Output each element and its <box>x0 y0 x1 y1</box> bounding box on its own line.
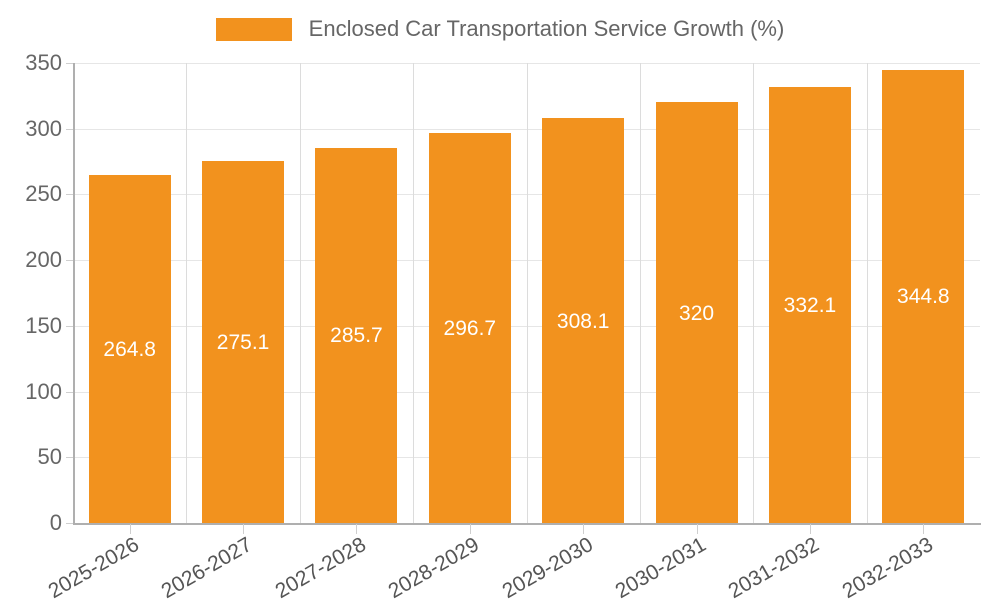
bar[interactable]: 264.8 <box>88 174 171 523</box>
y-axis-line <box>73 63 75 524</box>
y-axis-tick-label: 200 <box>25 247 62 273</box>
legend-item-series-0[interactable]: Enclosed Car Transportation Service Grow… <box>215 16 785 41</box>
y-axis-tick-mark <box>66 260 75 262</box>
bar[interactable]: 296.7 <box>428 133 511 523</box>
y-axis: 0 50 100 150 200 250 300 350 <box>0 0 75 600</box>
gridline-horizontal <box>73 63 980 64</box>
y-axis-tick-label: 300 <box>25 115 62 141</box>
bar-value-label: 308.1 <box>556 309 610 333</box>
gridline-vertical <box>413 63 414 523</box>
plot-area <box>73 63 980 524</box>
bar-value-label: 344.8 <box>897 285 950 309</box>
x-axis-tick-mark <box>697 524 698 534</box>
y-axis-tick-mark <box>66 194 75 196</box>
bar[interactable]: 320 <box>655 102 738 523</box>
gridline-horizontal <box>73 391 980 393</box>
x-axis-tick-label: 2030-2031 <box>611 532 710 603</box>
gridline-vertical <box>300 63 301 523</box>
y-axis-tick-mark <box>66 391 75 393</box>
y-axis-tick-label: 350 <box>25 50 62 75</box>
y-axis-tick-label: 250 <box>25 181 62 207</box>
gridline-vertical <box>186 63 187 523</box>
gridline-vertical <box>640 63 641 523</box>
bar[interactable]: 285.7 <box>315 147 398 523</box>
x-axis-tick-mark <box>130 524 131 534</box>
gridline-horizontal <box>73 260 980 262</box>
gridline-vertical <box>527 63 528 523</box>
x-axis-tick-mark <box>243 524 244 534</box>
x-axis-tick-mark <box>356 524 357 534</box>
gridline-horizontal <box>73 194 980 196</box>
gridline-horizontal <box>73 325 980 327</box>
gridline-horizontal <box>73 128 980 130</box>
bar-value-label: 264.8 <box>103 337 156 361</box>
y-axis-tick-label: 0 <box>49 510 62 535</box>
bar-value-label: 296.7 <box>443 317 497 341</box>
bar-value-label: 275.1 <box>216 331 270 355</box>
x-axis-tick-label: 2027-2028 <box>271 532 370 603</box>
chart-legend: Enclosed Car Transportation Service Grow… <box>0 12 1000 46</box>
y-axis-tick-label: 50 <box>37 444 62 470</box>
y-axis-tick-label: 100 <box>25 378 62 404</box>
x-axis-tick-label: 2032-2033 <box>838 532 937 603</box>
y-axis-tick-mark <box>66 63 75 64</box>
bar[interactable]: 332.1 <box>768 86 851 523</box>
bar-value-label: 332.1 <box>783 293 837 317</box>
y-axis-tick-mark <box>66 325 75 327</box>
x-axis-tick-mark <box>583 524 584 534</box>
y-axis-tick-label: 150 <box>25 312 62 338</box>
gridline-vertical <box>867 63 868 523</box>
x-axis-tick-mark <box>470 524 471 534</box>
bar[interactable]: 344.8 <box>882 69 965 523</box>
legend-label: Enclosed Car Transportation Service Grow… <box>308 16 785 41</box>
x-axis-tick-label: 2029-2030 <box>498 532 597 603</box>
y-axis-tick-mark <box>66 523 75 524</box>
bar-series: 264.8 275.1 285.7 296.7 308.1 320 332.1 344.8 <box>73 63 980 523</box>
x-axis-tick-label: 2031-2032 <box>724 532 824 603</box>
gridline-horizontal <box>73 457 980 459</box>
gridline-vertical <box>753 63 754 523</box>
x-axis-tick-mark <box>923 524 924 534</box>
x-axis-tick-label: 2026-2027 <box>157 532 257 603</box>
bar[interactable]: 275.1 <box>202 161 285 523</box>
bar-value-label: 285.7 <box>330 324 383 348</box>
legend-color-swatch-icon <box>215 17 292 41</box>
bar[interactable]: 308.1 <box>542 118 625 523</box>
x-axis-line <box>73 523 981 525</box>
x-axis-tick-mark <box>810 524 811 534</box>
bar-value-label: 320 <box>679 301 715 325</box>
x-axis-tick-label: 2028-2029 <box>384 532 484 603</box>
y-axis-tick-mark <box>66 457 75 459</box>
y-axis-tick-mark <box>66 128 75 130</box>
